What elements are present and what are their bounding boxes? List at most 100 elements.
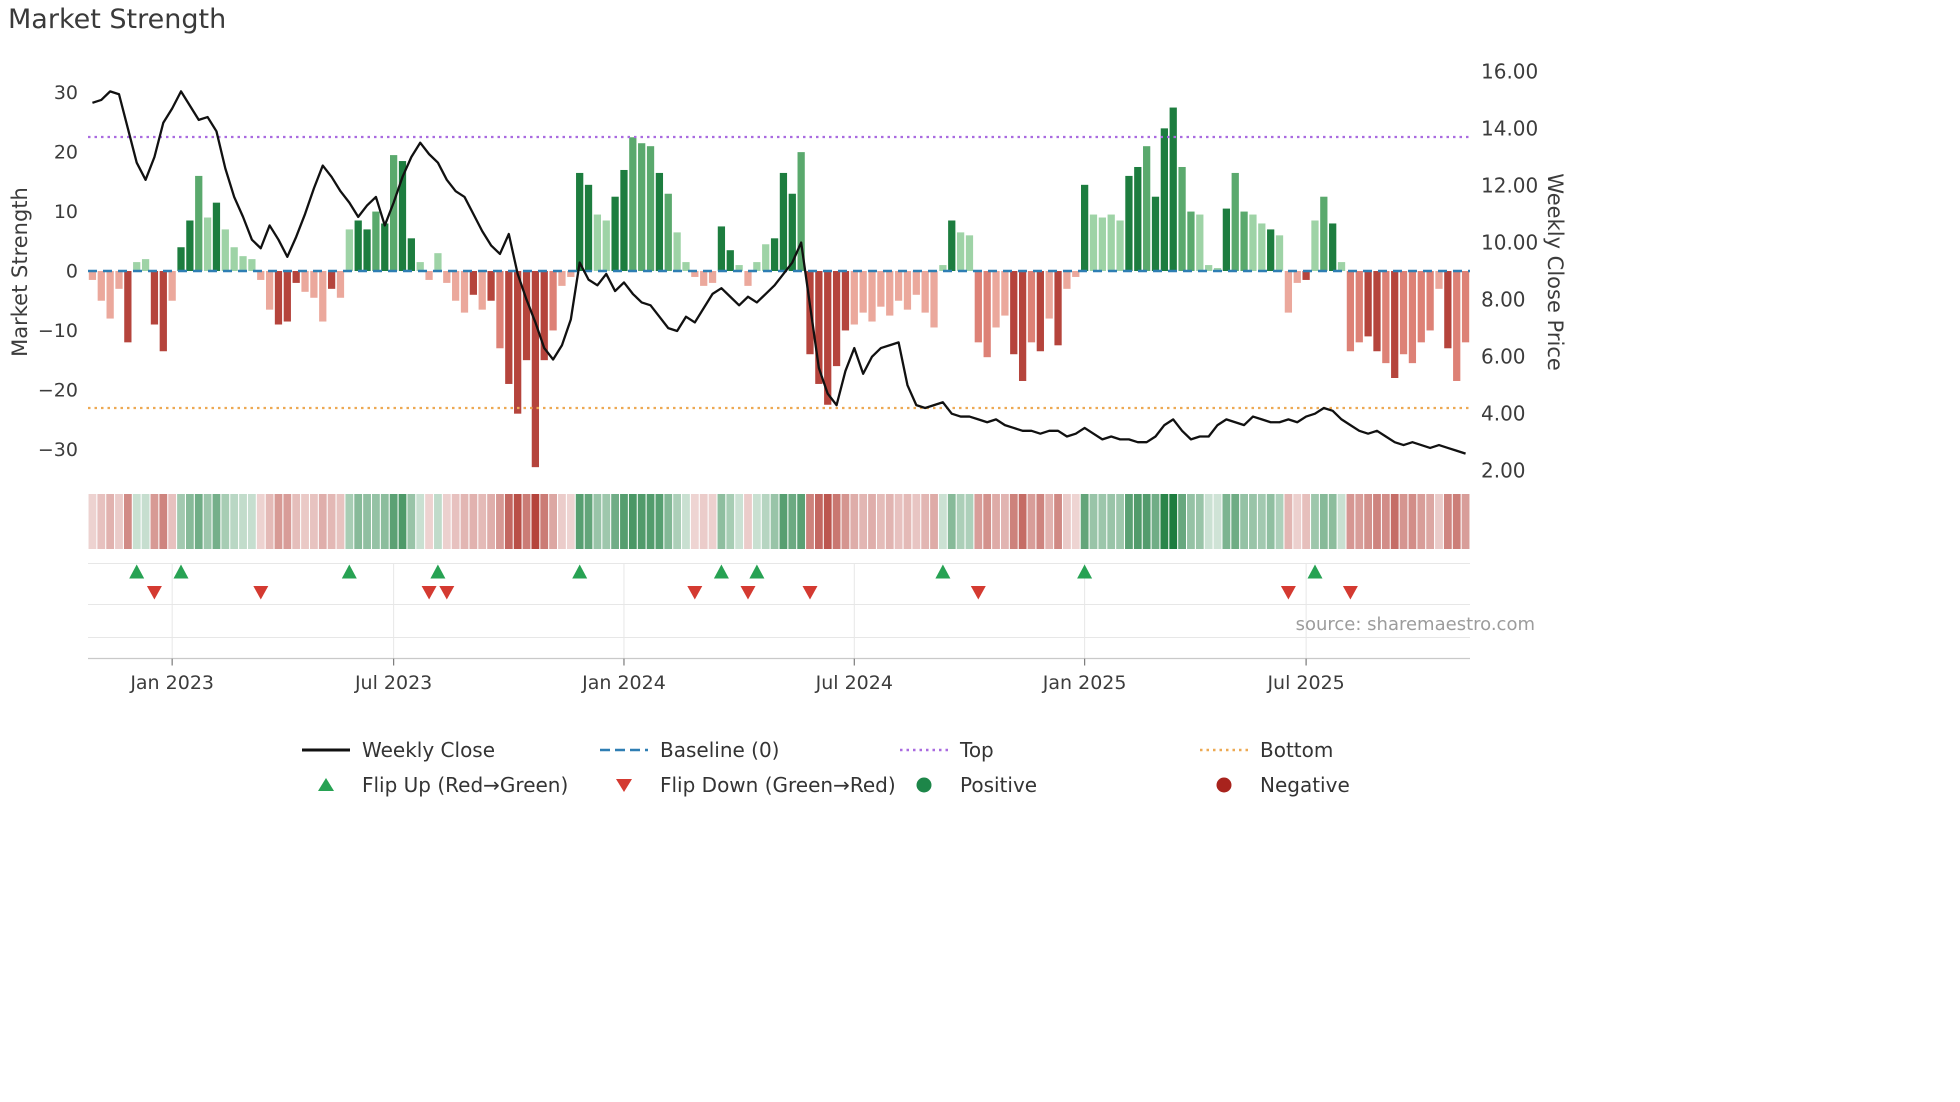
strength-bar <box>1205 265 1213 272</box>
right-tick-label: 14.00 <box>1481 117 1538 141</box>
heatmap-cell <box>584 494 593 549</box>
heatmap-cell <box>894 494 903 549</box>
heatmap-cell <box>123 494 132 549</box>
strength-bar <box>682 262 690 272</box>
heatmap-cell <box>522 494 531 549</box>
heatmap-cell <box>354 494 363 549</box>
heatmap-cell <box>885 494 894 549</box>
heatmap-cell <box>318 494 327 549</box>
strength-bar <box>770 238 779 272</box>
strength-bar <box>1054 271 1062 346</box>
strength-bar <box>717 226 726 272</box>
heatmap-cell <box>1443 494 1452 549</box>
strength-bar <box>850 271 858 325</box>
strength-bar <box>912 271 920 295</box>
circle-icon <box>916 777 932 793</box>
strength-bar <box>620 169 628 272</box>
strength-bar <box>567 271 575 277</box>
strength-bar <box>292 271 300 283</box>
strength-bar <box>1435 271 1443 289</box>
flip-down-marker <box>802 586 818 600</box>
heatmap-cell <box>1063 494 1071 549</box>
strength-bar <box>496 271 504 349</box>
heatmap-cell <box>974 494 983 549</box>
heatmap-cell <box>141 494 150 549</box>
heatmap-cell <box>938 494 947 549</box>
heatmap-cell <box>876 494 885 549</box>
heatmap-cell <box>1009 494 1018 549</box>
strength-bar <box>841 271 850 331</box>
legend-label: Negative <box>1260 773 1350 797</box>
strength-bar <box>983 271 991 358</box>
heatmap-cell <box>1355 494 1364 549</box>
strength-bar <box>1337 262 1346 272</box>
heatmap-cell <box>247 494 256 549</box>
heatmap-cell <box>416 494 425 549</box>
heatmap-cell <box>646 494 655 549</box>
strength-bar <box>1346 271 1355 352</box>
strength-bar <box>230 247 238 272</box>
heatmap-cell <box>115 494 123 549</box>
heatmap-cell <box>566 494 575 549</box>
heatmap-cell <box>1266 494 1275 549</box>
heatmap-cell <box>1381 494 1390 549</box>
strength-bar <box>1196 214 1204 272</box>
x-tick-label: Jan 2024 <box>581 672 666 694</box>
heatmap-cell <box>1160 494 1169 549</box>
strength-bar <box>221 229 229 272</box>
strength-bar <box>310 271 318 298</box>
strength-bar <box>1081 184 1089 272</box>
strength-bar <box>407 238 415 272</box>
strength-bar <box>576 172 584 272</box>
strength-bar <box>753 262 761 272</box>
heatmap-cell <box>283 494 292 549</box>
heatmap-cell <box>965 494 974 549</box>
heatmap-cell <box>841 494 850 549</box>
heatmap-cell <box>717 494 726 549</box>
heatmap-cell <box>363 494 371 549</box>
flip-up-marker <box>935 564 951 579</box>
strength-bar <box>177 247 185 272</box>
circle-icon <box>916 777 932 793</box>
strength-bar <box>319 271 327 322</box>
triangle-down-icon <box>616 779 632 792</box>
strength-bar <box>443 271 451 283</box>
strength-bar <box>1125 175 1133 272</box>
heatmap-cell <box>230 494 239 549</box>
market-strength-chart-canvas: Jan 2023 Jul 2023 Jan 2024 Jul 2024 Jan 2025… <box>38 59 1538 694</box>
strength-bar <box>832 271 841 367</box>
heatmap-cell <box>469 494 478 549</box>
heatmap-cell <box>1435 494 1443 549</box>
strength-bar <box>1417 271 1425 343</box>
strength-bar <box>522 271 531 361</box>
strength-bar <box>1010 271 1018 355</box>
strength-bar <box>257 271 265 280</box>
strength-bar <box>159 271 167 352</box>
strength-bar <box>762 244 770 272</box>
heatmap-cell <box>389 494 398 549</box>
strength-bar <box>1240 211 1248 272</box>
x-tick-label: Jan 2025 <box>1042 672 1127 694</box>
flip-down-marker <box>687 586 703 600</box>
heatmap-cell <box>1311 494 1319 549</box>
strength-bar <box>106 271 114 319</box>
flip-down-marker <box>740 586 756 600</box>
heatmap-cell <box>575 494 584 549</box>
strength-bar <box>150 271 159 325</box>
flip-down-marker <box>146 586 162 600</box>
right-tick-label: 16.00 <box>1481 59 1538 83</box>
heatmap-strip <box>88 494 1470 549</box>
heatmap-cell <box>699 494 708 549</box>
flip-up-marker <box>1077 564 1093 579</box>
strength-bar <box>903 271 912 310</box>
flip-up-marker <box>129 564 145 579</box>
strength-bar <box>611 196 619 272</box>
heatmap-cell <box>637 494 646 549</box>
x-tick-label: Jan 2023 <box>129 672 214 694</box>
heatmap-cell <box>398 494 407 549</box>
heatmap-cell <box>1080 494 1089 549</box>
strength-bar <box>894 271 903 301</box>
strength-bar <box>301 271 309 292</box>
strength-bar <box>469 271 477 295</box>
strength-bar <box>779 172 788 272</box>
